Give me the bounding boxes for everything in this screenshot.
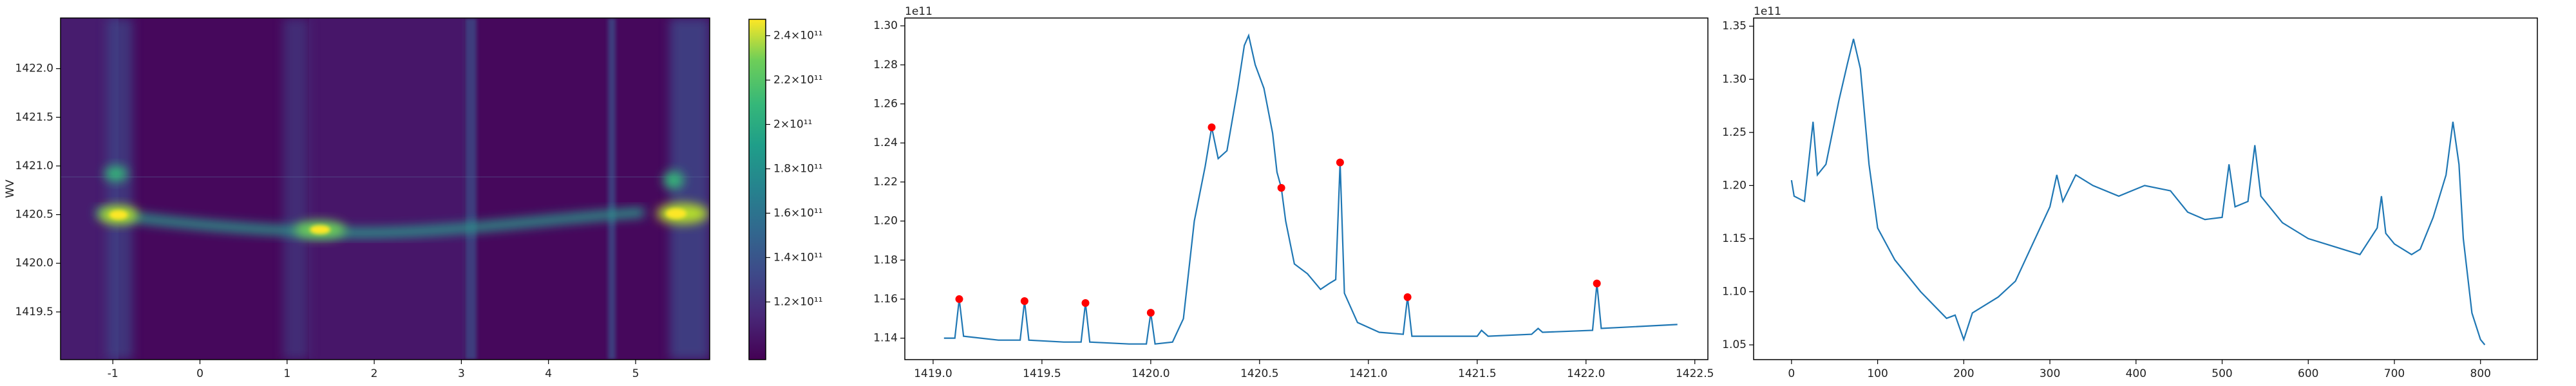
y-tick-label: 1.30 [1722,73,1747,86]
x-tick-label: 2 [371,367,378,380]
offset-label: 1e11 [905,5,933,18]
peak-marker [955,295,963,303]
colorbar [749,19,766,360]
y-tick-label: 1.30 [873,19,898,32]
axes-frame [60,17,710,360]
y-tick-label: 1.28 [873,59,898,71]
x-tick-label: 500 [2211,367,2232,380]
y-tick-label: 1.14 [873,332,898,345]
y-tick-label: 1.22 [873,176,898,188]
y-tick-label: 1.25 [1722,126,1747,139]
y-tick-label: 1.20 [1722,179,1747,192]
colorbar-tick-label: 1.4×10¹¹ [773,251,823,264]
x-tick-label: 100 [1867,367,1888,380]
y-tick-label: 1.26 [873,98,898,111]
colorbar-tick-label: 1.6×10¹¹ [773,207,823,219]
axes-frame [1753,17,2538,360]
x-tick-label: 1420.0 [1132,367,1170,380]
colorbar-tick-label: 1.2×10¹¹ [773,295,823,308]
y-tick-label: 1420.5 [15,208,53,221]
x-tick-label: 1422.0 [1567,367,1605,380]
y-tick-label: 1.05 [1722,338,1747,351]
y-tick-label: 1421.5 [15,111,53,124]
peak-marker [1146,309,1155,317]
y-tick-label: 1419.5 [15,306,53,318]
colorbar-tick-label: 2.2×10¹¹ [773,73,823,86]
axes-frame [904,17,1709,360]
y-tick-label: 1422.0 [15,62,53,75]
x-tick-label: 300 [2040,367,2060,380]
x-tick-label: 1419.0 [914,367,952,380]
y-tick-label: 1.24 [873,136,898,149]
y-tick-label: 1.35 [1722,20,1747,33]
x-tick-label: 400 [2126,367,2146,380]
y-axis-label: WV [4,179,17,198]
x-tick-label: 5 [632,367,639,380]
x-tick-label: 0 [196,367,204,380]
peak-marker [1277,183,1285,192]
peak-marker [1208,123,1216,131]
colorbar-frame [748,19,766,360]
x-tick-label: 1 [283,367,290,380]
y-tick-label: 1.18 [873,253,898,266]
x-tick-label: 200 [1953,367,1974,380]
x-tick-label: 4 [545,367,552,380]
x-tick-label: 1421.5 [1458,367,1496,380]
y-tick-label: 1.15 [1722,232,1747,245]
x-tick-label: 1420.5 [1240,367,1278,380]
y-tick-label: 1421.0 [15,160,53,172]
x-tick-label: 800 [2470,367,2491,380]
x-tick-label: 1421.0 [1349,367,1387,380]
heatmap-image [61,18,710,360]
peak-marker [1336,158,1344,167]
x-tick-label: -1 [108,367,118,380]
colorbar-tick-label: 2.4×10¹¹ [773,30,823,42]
y-tick-label: 1420.0 [15,257,53,270]
line-series [943,33,1678,345]
x-tick-label: 3 [458,367,465,380]
line-series [1790,39,2486,345]
x-tick-label: 0 [1788,367,1795,380]
peak-marker [1593,279,1601,288]
offset-label: 1e11 [1754,5,1781,18]
peak-marker [1020,297,1028,305]
peak-marker [1403,293,1412,301]
colorbar-tick-label: 1.8×10¹¹ [773,162,823,175]
peak-marker [1081,299,1090,308]
colorbar-tick-label: 2×10¹¹ [773,118,812,131]
x-tick-label: 1422.5 [1676,367,1714,380]
x-tick-label: 1419.5 [1023,367,1061,380]
y-tick-label: 1.16 [873,293,898,306]
y-tick-label: 1.10 [1722,285,1747,298]
y-tick-label: 1.20 [873,215,898,228]
x-tick-label: 700 [2384,367,2405,380]
x-tick-label: 600 [2298,367,2318,380]
